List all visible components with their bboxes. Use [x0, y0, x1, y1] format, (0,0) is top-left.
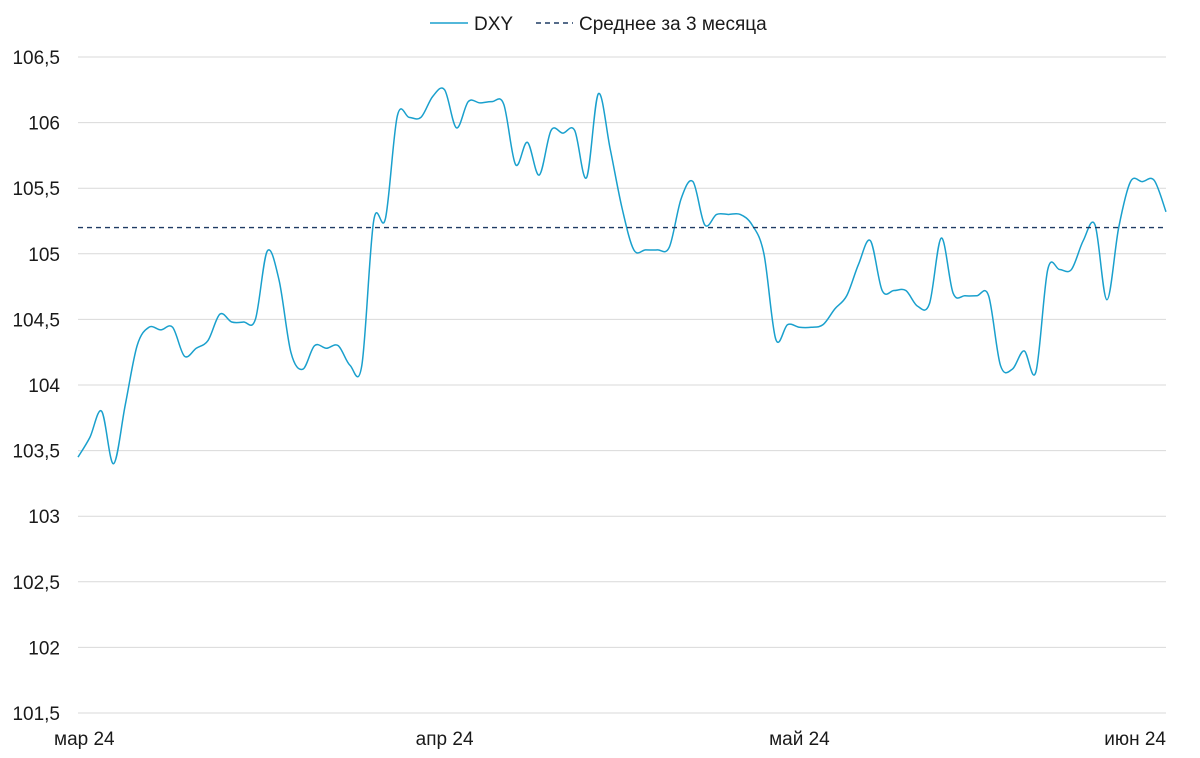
y-tick-label: 104: [28, 376, 60, 397]
x-tick-label: апр 24: [416, 729, 474, 750]
legend-label-average: Среднее за 3 месяца: [579, 14, 767, 35]
y-tick-label: 105: [28, 245, 60, 266]
legend: DXY Среднее за 3 месяца: [430, 14, 767, 35]
y-tick-label: 106,5: [12, 48, 60, 69]
x-tick-label: мар 24: [54, 729, 115, 750]
series-lines: [77, 87, 1167, 465]
y-tick-label: 106: [28, 114, 60, 135]
y-tick-label: 101,5: [12, 704, 60, 725]
y-tick-label: 102,5: [12, 573, 60, 594]
gridlines: [78, 56, 1166, 714]
y-tick-label: 105,5: [12, 179, 60, 200]
y-axis-tick-labels: 101,5 102 102,5 103 103,5 104 104,5 105 105,5 106…: [12, 48, 60, 725]
y-tick-label: 103,5: [12, 442, 60, 463]
legend-label-dxy: DXY: [474, 14, 513, 35]
y-tick-label: 104,5: [12, 310, 60, 331]
x-axis-tick-labels: мар 24 апр 24 май 24 июн 24: [54, 729, 1166, 750]
y-tick-label: 103: [28, 507, 60, 528]
x-tick-label: июн 24: [1104, 729, 1166, 750]
series-line-dxy: [77, 87, 1167, 465]
y-tick-label: 102: [28, 638, 60, 659]
x-tick-label: май 24: [769, 729, 830, 750]
